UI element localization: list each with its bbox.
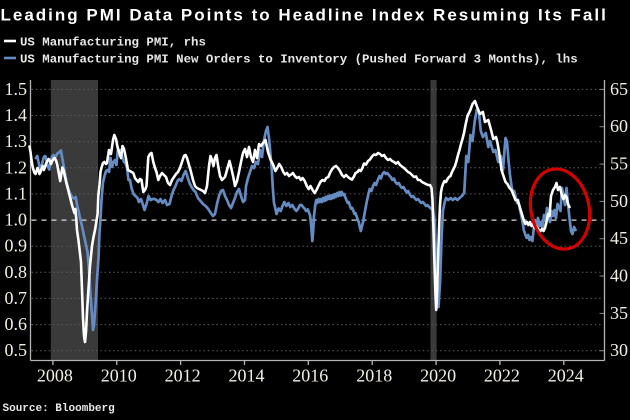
svg-text:1.3: 1.3 bbox=[5, 131, 28, 151]
svg-text:2012: 2012 bbox=[165, 366, 201, 386]
svg-text:1.2: 1.2 bbox=[5, 157, 28, 177]
svg-text:0.5: 0.5 bbox=[5, 340, 28, 360]
svg-text:2020: 2020 bbox=[420, 366, 456, 386]
svg-text:Leading PMI Data Points to Hea: Leading PMI Data Points to Headline Inde… bbox=[1, 6, 608, 25]
svg-text:50: 50 bbox=[610, 191, 628, 211]
svg-text:0.6: 0.6 bbox=[5, 314, 28, 334]
svg-text:2018: 2018 bbox=[356, 366, 392, 386]
svg-text:1.0: 1.0 bbox=[5, 210, 28, 230]
svg-text:2024: 2024 bbox=[548, 366, 584, 386]
svg-text:30: 30 bbox=[610, 340, 628, 360]
svg-text:0.8: 0.8 bbox=[5, 262, 28, 282]
svg-text:45: 45 bbox=[610, 228, 628, 248]
svg-text:US Manufacturing PMI New Order: US Manufacturing PMI New Orders to Inven… bbox=[20, 53, 578, 67]
svg-text:35: 35 bbox=[610, 303, 628, 323]
svg-text:1.1: 1.1 bbox=[5, 183, 28, 203]
svg-text:55: 55 bbox=[610, 154, 628, 174]
svg-text:1.5: 1.5 bbox=[5, 79, 28, 99]
svg-text:Source: Bloomberg: Source: Bloomberg bbox=[3, 403, 115, 415]
svg-text:2022: 2022 bbox=[484, 366, 520, 386]
svg-text:65: 65 bbox=[610, 79, 628, 99]
svg-text:2008: 2008 bbox=[37, 366, 73, 386]
svg-text:60: 60 bbox=[610, 116, 628, 136]
svg-text:US Manufacturing PMI, rhs: US Manufacturing PMI, rhs bbox=[20, 36, 206, 50]
svg-text:2016: 2016 bbox=[292, 366, 328, 386]
svg-text:1.4: 1.4 bbox=[5, 105, 28, 125]
svg-text:2010: 2010 bbox=[101, 366, 137, 386]
svg-text:0.7: 0.7 bbox=[5, 288, 28, 308]
svg-text:0.9: 0.9 bbox=[5, 236, 28, 256]
svg-text:2014: 2014 bbox=[229, 366, 265, 386]
svg-text:40: 40 bbox=[610, 266, 628, 286]
